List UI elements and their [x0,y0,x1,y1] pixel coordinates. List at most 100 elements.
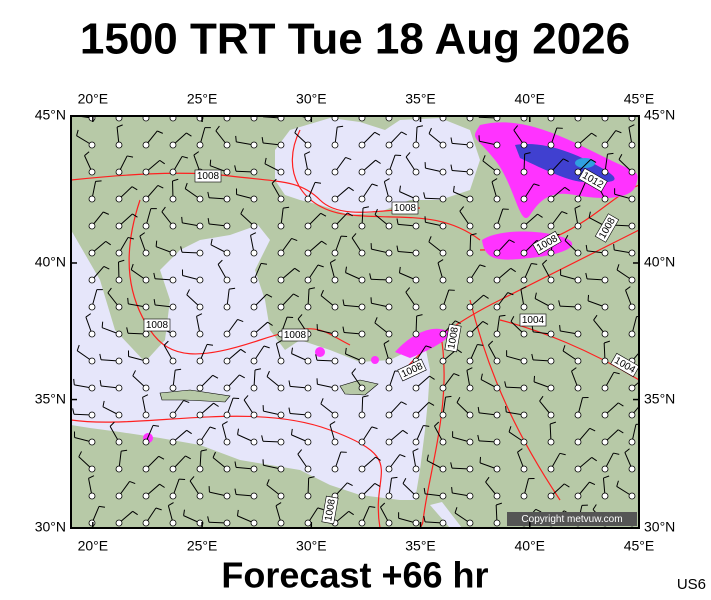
barb-flag [196,313,203,317]
barb-flag [564,235,569,241]
station [88,438,96,446]
station [331,249,339,257]
station [304,492,312,500]
station [250,116,258,122]
barb-flag [229,287,236,290]
isobar [469,299,561,501]
station [385,465,393,473]
station [520,357,528,365]
precip-area [371,356,379,364]
station [547,492,555,500]
barb-flag [371,426,378,430]
barb-flag [317,264,324,268]
barb-flag [454,105,455,111]
barb-flag [168,502,174,507]
station [169,141,177,149]
barb-flag [425,345,432,349]
barb-flag [329,421,336,426]
barb-flag [234,461,237,468]
model-label: US6 [677,576,706,593]
station [439,303,447,311]
barb-flag [616,264,620,271]
station [358,330,366,338]
station [169,411,177,419]
station [412,411,420,419]
barb-flag [129,480,136,485]
barb-flag [239,374,245,379]
barb-flag [130,263,134,270]
barb-flag [308,287,316,290]
isobar-label-box [281,328,309,342]
barb-flag [453,373,460,377]
station [385,303,393,311]
lat-tick-label: 40°N [35,254,66,270]
station [115,303,123,311]
station [142,276,150,284]
barb-flag [423,192,426,199]
barb-flag [375,159,381,164]
barb-flag [520,286,527,290]
station [142,222,150,230]
barb-flag [132,213,138,218]
barb-flag [73,110,74,116]
station [250,519,258,527]
station [547,357,555,365]
isobar-label-text: 1004 [522,315,545,326]
barb-flag [562,345,566,352]
station [628,168,636,176]
station [601,330,609,338]
station [385,116,393,122]
station [115,411,123,419]
station [358,195,366,203]
barb-flag [290,428,293,435]
station [493,330,501,338]
barb-flag [189,476,195,482]
lon-tick-label: 30°E [296,91,327,107]
barb-flag [437,259,444,264]
station [547,330,555,338]
lon-tick-label: 40°E [515,91,546,107]
isobar-label: 1008 [194,169,222,183]
barb-flag [180,246,183,253]
barb-flag [574,205,581,209]
station [115,330,123,338]
station [304,168,312,176]
station [574,168,582,176]
barb-flag [209,426,216,430]
station [385,330,393,338]
barb-flag [155,507,162,511]
station [250,303,258,311]
mediterranean-sea [71,225,430,500]
barb-flag [172,178,179,182]
barb-flag [624,448,630,453]
station [142,492,150,500]
station [196,249,204,257]
station [493,195,501,203]
barb-flag [429,375,435,380]
station [412,276,420,284]
barb-flag [504,381,507,388]
station [115,195,123,203]
station [574,465,582,473]
station [277,492,285,500]
barb-flag [107,287,112,294]
barb-flag [508,426,512,433]
station [142,330,150,338]
barb-flag [615,130,622,134]
barb-flag [103,211,110,215]
station [439,465,447,473]
station [331,116,339,122]
barb-flag [485,476,490,483]
station [574,276,582,284]
isobar-label-box [444,323,462,353]
barb-flag [396,245,399,252]
barb-flag [126,327,129,334]
precip-area [315,347,325,357]
barb-flag [588,103,594,105]
station [277,222,285,230]
station [520,492,528,500]
station [277,357,285,365]
station [223,465,231,473]
barb-flag [326,98,330,102]
